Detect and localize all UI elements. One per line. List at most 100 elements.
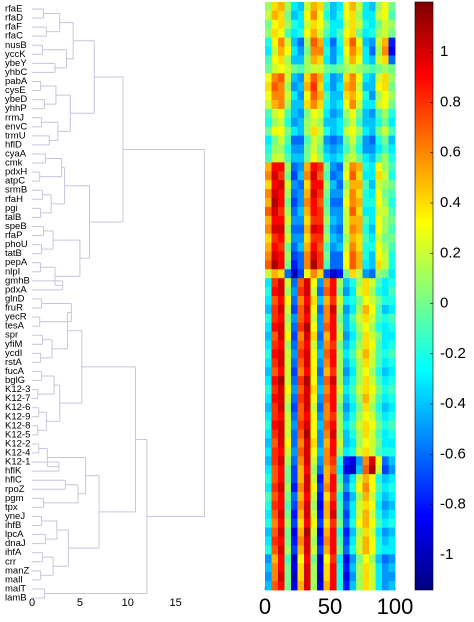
heatmap-cell [310,242,318,252]
heatmap-cell [388,492,396,502]
heatmap-cell [271,509,279,520]
heatmap-cell [375,287,383,297]
heatmap-cell [317,224,324,235]
heatmap-cell [349,518,357,529]
heatmap-cell [382,394,389,404]
heatmap-cell [271,189,279,199]
heatmap-cell [388,189,396,199]
heatmap-cell [388,385,396,395]
heatmap-cell [284,563,292,573]
heatmap-cell [356,438,363,448]
heatmap-cell [356,358,363,368]
heatmap-cell [349,198,357,208]
heatmap-cell [375,242,383,252]
heatmap-cell [291,296,298,306]
heatmap-cell [291,438,298,448]
heatmap-cell [330,153,337,163]
heatmap-cell [297,322,305,333]
heatmap-cell [388,313,396,324]
heatmap-cell [349,563,357,573]
heatmap-cell [323,465,331,475]
heatmap-cell [271,100,279,110]
heatmap-cell [330,331,337,341]
heatmap-cell [362,37,370,47]
heatmap-cell [343,189,350,199]
heatmap-cell [278,82,285,92]
heatmap-cell [375,46,383,56]
heatmap-cell [336,100,344,110]
heatmap-cell [297,358,305,368]
heatmap-cell [304,82,311,92]
heatmap-cell [349,73,357,83]
heatmap-cell [317,10,324,21]
heatmap-cell [271,91,279,101]
heatmap-cell [330,474,337,484]
heatmap-cell [323,447,331,457]
heatmap-cell [336,385,344,395]
colorbar [414,1,434,591]
heatmap-cell [330,82,337,92]
heatmap-cell [336,518,344,529]
heatmap-cell [356,171,363,181]
heatmap-cell [291,117,298,128]
heatmap-cell [297,420,305,431]
heatmap-cell [284,135,292,145]
heatmap-cell [271,135,279,145]
x-tick-label: 10 [122,597,134,609]
heatmap-cell [388,402,396,413]
heatmap-cell [336,456,344,466]
heatmap-cell [271,224,279,235]
heatmap-cell [356,215,363,226]
heatmap-cell [336,545,344,555]
heatmap-cell [382,19,389,30]
leaf-label: rfaF [5,22,22,33]
heatmap-cell [310,509,318,520]
colorbar-tick-label: -0.2 [440,345,466,362]
heatmap-cell [375,91,383,101]
heatmap-cell [317,394,324,404]
heatmap-cell [291,144,298,154]
heatmap-cell [278,509,285,520]
leaf-label: hflK [5,466,22,477]
heatmap-cell [362,313,370,324]
heatmap-cell [349,82,357,92]
heatmap-cell [362,189,370,199]
heatmap-cell [336,55,344,65]
heatmap-cell [330,215,337,226]
leaf-label: ycdI [5,348,22,359]
heatmap-cell [362,162,370,172]
heatmap-cell [323,37,331,47]
heatmap-cell [375,313,383,324]
heatmap-cell [310,385,318,395]
heatmap-cell [375,153,383,163]
heatmap-cell [356,126,363,137]
heatmap-cell [310,162,318,172]
heatmap-cell [291,287,298,297]
heatmap-cell [291,500,298,511]
heatmap-cell [271,215,279,226]
heatmap-cell [349,46,357,56]
heatmap-cell [382,420,389,431]
heatmap-cell [369,215,376,226]
heatmap-cell [323,527,331,537]
heatmap-cell [265,456,272,466]
heatmap-cell [388,572,396,582]
heatmap-cell [297,215,305,226]
heatmap-cell [336,509,344,520]
heatmap-cell [330,340,337,350]
heatmap-cell [323,91,331,101]
heatmap-cell [349,394,357,404]
heatmap-cell [336,198,344,208]
heatmap-cell [271,180,279,190]
heatmap-cell [297,251,305,261]
heatmap-cell [388,37,396,47]
heatmap-cell [349,189,357,199]
heatmap-cell [382,117,389,128]
heatmap-cell [388,135,396,145]
heatmap-cell [362,554,370,564]
heatmap-cell [297,10,305,21]
heatmap-cell [388,438,396,448]
heatmap-cell [265,420,272,431]
heatmap-cell [343,304,350,315]
heatmap-cell [310,180,318,190]
